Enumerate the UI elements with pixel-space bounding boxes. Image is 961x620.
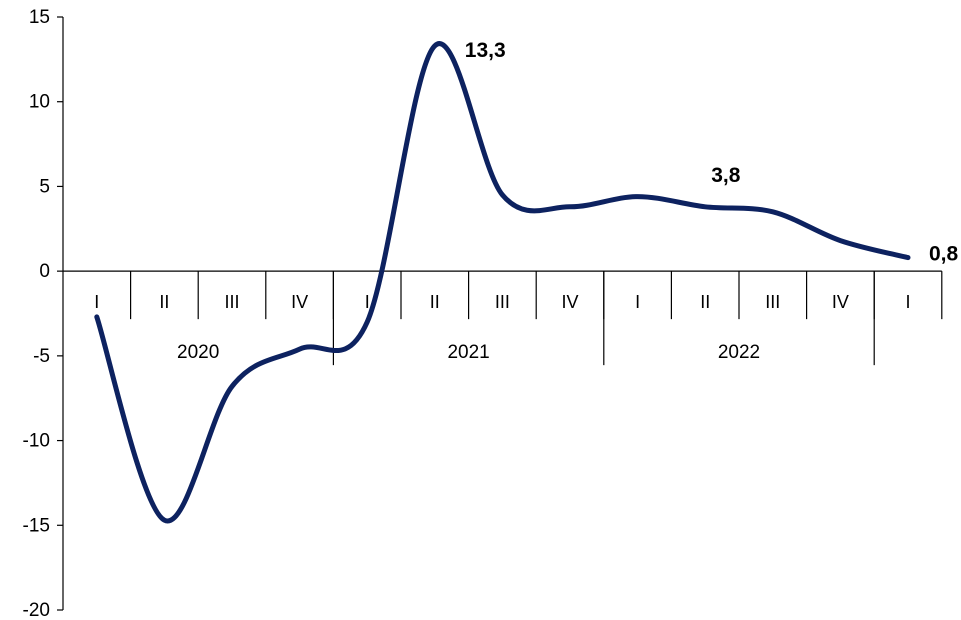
x-category-label: III [224, 292, 239, 312]
x-category-label: I [635, 292, 640, 312]
x-category-label: IV [561, 292, 578, 312]
y-tick-label: -20 [23, 600, 50, 620]
y-tick-label: 5 [39, 176, 50, 197]
y-axis: 15 10 5 0 -5 -10 -15 -20 [23, 7, 64, 620]
data-label: 3,8 [711, 164, 741, 187]
y-tick-label: 10 [29, 92, 50, 113]
x-category-label: II [430, 292, 440, 312]
y-tick-label: 15 [29, 7, 50, 28]
series-group [94, 41, 911, 524]
x-category-label: III [495, 292, 510, 312]
y-tick-label: -10 [23, 431, 50, 452]
x-category-label: I [365, 292, 370, 312]
x-category-label: II [700, 292, 710, 312]
data-label: 13,3 [465, 39, 506, 62]
x-year-label: 2020 [177, 342, 219, 363]
x-category-label: IV [832, 292, 849, 312]
y-tick-label: -5 [33, 346, 50, 367]
x-category-label: III [765, 292, 780, 312]
data-labels: 13,3 3,8 0,8 [465, 39, 959, 266]
y-tick-label: -15 [23, 515, 50, 536]
x-category-label: IV [291, 292, 308, 312]
data-label: 0,8 [929, 243, 959, 266]
x-year-label: 2022 [718, 342, 760, 363]
x-category-label: I [94, 292, 99, 312]
series-line [94, 41, 911, 524]
y-tick-label: 0 [39, 261, 50, 282]
x-year-label: 2021 [447, 342, 489, 363]
x-category-label: II [159, 292, 169, 312]
x-category-label: I [905, 292, 910, 312]
